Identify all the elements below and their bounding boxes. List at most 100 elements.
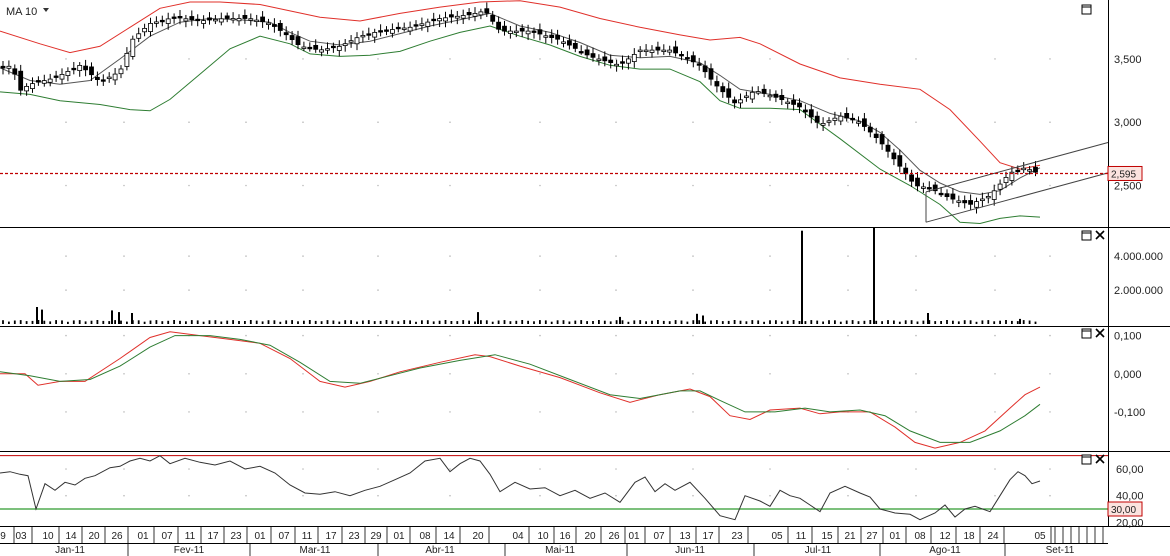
candle-body [24, 86, 30, 92]
x-day-tick: 14 [65, 531, 77, 542]
grid-dot [65, 373, 67, 375]
candle-body [525, 30, 531, 35]
candle-body [720, 86, 726, 93]
grid-dot [539, 411, 541, 413]
grid-dot [123, 121, 125, 123]
grid-dots [65, 58, 1051, 497]
grid-dot [123, 184, 125, 187]
grid-dot [1049, 411, 1051, 413]
candle-body [177, 15, 183, 19]
x-day-tick: 08 [419, 531, 431, 542]
candle-body [749, 91, 755, 100]
grid-dot [449, 289, 451, 291]
candle-body [997, 183, 1003, 190]
x-day-tick: 11 [302, 531, 313, 542]
grid-dot [377, 411, 379, 413]
grid-dot [188, 184, 190, 187]
candle-body [555, 34, 560, 40]
candle-body [755, 91, 761, 94]
grid-dot [994, 289, 996, 291]
grid-dot [994, 121, 996, 123]
x-day-tick: 07 [278, 531, 290, 542]
close-pane-icon[interactable] [1095, 230, 1105, 240]
x-month-label: Set-11 [1046, 545, 1075, 556]
grid-dot [615, 184, 617, 187]
grid-dot [123, 334, 125, 337]
candle-body [248, 18, 254, 21]
grid-dot [377, 255, 379, 257]
grid-dot [1049, 373, 1051, 375]
maximize-pane-icon[interactable] [1081, 230, 1092, 241]
candle-body [732, 99, 737, 104]
maximize-pane-icon[interactable] [1081, 328, 1092, 339]
candle-body [307, 46, 313, 50]
grid-dot [302, 411, 304, 413]
grid-dot [302, 184, 304, 187]
candle-body [342, 43, 348, 47]
grid-dot [847, 494, 849, 497]
candle-body [761, 88, 767, 94]
candle-body [661, 49, 667, 52]
maximize-pane-icon[interactable] [1081, 454, 1092, 465]
candle-body [236, 18, 242, 22]
candle-body [295, 36, 301, 45]
candle-body [153, 21, 159, 24]
indicator-dropdown-icon[interactable] [43, 8, 49, 12]
close-pane-icon[interactable] [1095, 328, 1105, 338]
candle-body [667, 49, 673, 53]
candle-body [207, 17, 212, 21]
candle-body [401, 27, 407, 30]
candle-body [83, 65, 88, 71]
current-price-label: 2,595 [1111, 169, 1136, 180]
candle-body [584, 49, 590, 56]
candle-body [673, 46, 678, 54]
grid-dot [615, 255, 617, 257]
candle-body [891, 152, 897, 160]
candle-body [124, 53, 130, 67]
candle-body [631, 54, 637, 63]
x-day-tick: 20 [584, 531, 596, 542]
x-day-tick: 20 [472, 531, 484, 542]
candle-body [212, 18, 218, 22]
candle-body [496, 21, 502, 30]
grid-dot [65, 289, 67, 291]
candle-body [738, 99, 743, 104]
grid-dot [302, 289, 304, 291]
candle-body [696, 63, 702, 66]
candle-body [41, 80, 47, 84]
grid-dot [245, 255, 247, 257]
x-day-tick: 14 [443, 531, 455, 542]
grid-dot [1049, 334, 1051, 337]
candle-body [596, 58, 602, 61]
grid-dot [1049, 494, 1051, 497]
x-month-label: Ago-11 [929, 545, 961, 556]
candle-body [832, 117, 838, 121]
candle-body [944, 193, 950, 197]
rsi-line [0, 455, 1041, 521]
ma-line [0, 12, 1041, 195]
x-day-tick: 29 [370, 531, 382, 542]
x-day-tick: 17 [207, 531, 219, 542]
grid-dot [692, 411, 694, 413]
macd-pane: 0,100 0,000 -0,100 [0, 328, 1145, 449]
candle-body [620, 61, 625, 64]
grid-dot [123, 468, 125, 470]
grid-dot [302, 58, 304, 60]
candle-body [360, 35, 366, 38]
candle-body [448, 14, 454, 18]
grid-dot [915, 289, 917, 291]
x-day-tick: 01 [254, 531, 266, 542]
grid-dot [123, 373, 125, 375]
candle-body [242, 14, 248, 19]
x-day-tick: 15 [821, 531, 833, 542]
price-y-tick: 2,500 [1114, 181, 1142, 193]
trendline [925, 172, 1109, 223]
x-month-label: Abr-11 [425, 545, 455, 556]
grid-dot [245, 289, 247, 291]
grid-dot [539, 121, 541, 123]
maximize-pane-icon[interactable] [1081, 4, 1092, 15]
close-pane-icon[interactable] [1095, 454, 1105, 464]
candle-body [567, 40, 572, 46]
candle-body [260, 16, 266, 23]
